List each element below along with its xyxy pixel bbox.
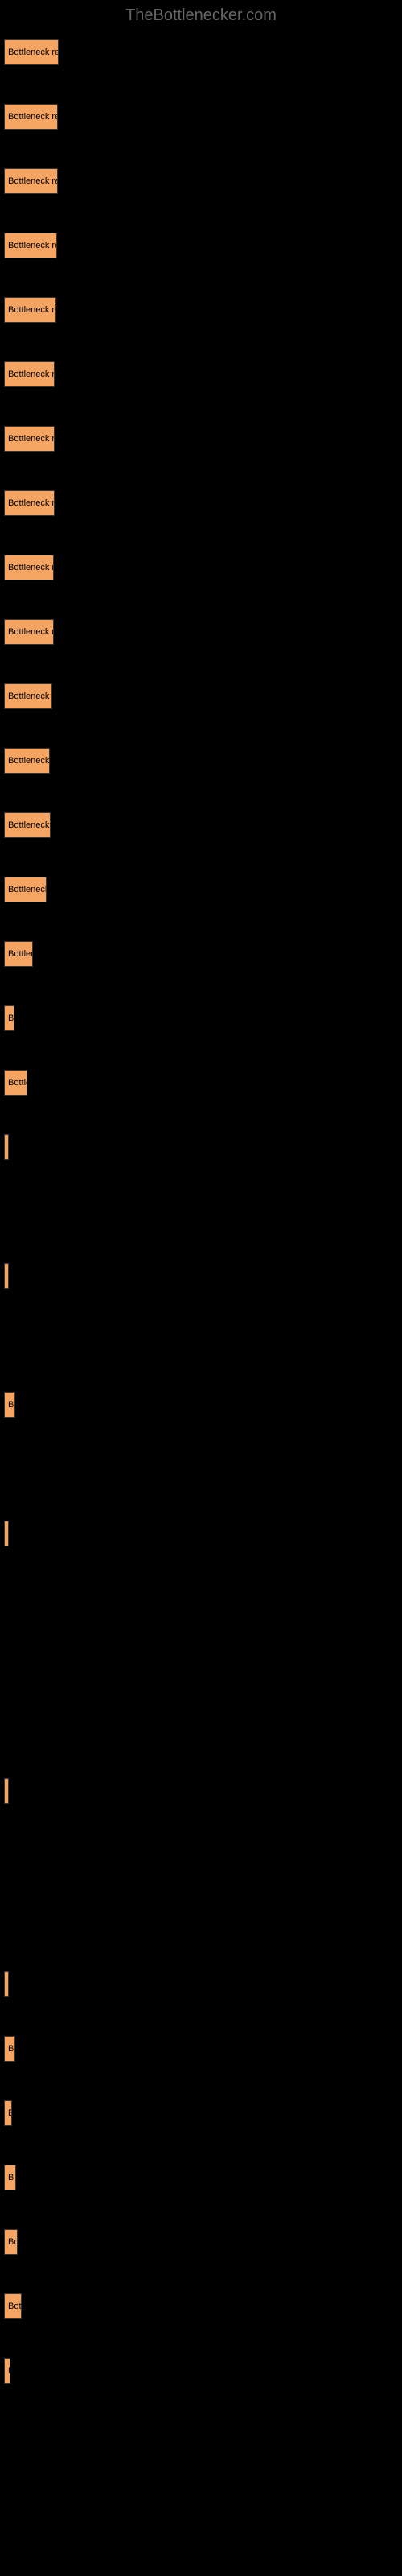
bar-label: Bottleneck xyxy=(8,885,47,894)
bar-row xyxy=(4,1263,398,1289)
bar-row xyxy=(4,1907,398,1933)
bar[interactable] xyxy=(4,1778,9,1804)
bar-row: Bottleneck res xyxy=(4,361,398,387)
site-title: TheBottlenecker.com xyxy=(0,0,402,31)
bar-row: B xyxy=(4,2358,398,2384)
bar-row xyxy=(4,1456,398,1482)
bar-row xyxy=(4,1714,398,1740)
bar-label: B xyxy=(8,2173,14,2182)
bar[interactable] xyxy=(4,1521,9,1546)
bar-label: B xyxy=(8,2108,12,2118)
bar-label: Bottleneck re xyxy=(8,691,52,701)
bar-row xyxy=(4,1649,398,1675)
bar-row: B xyxy=(4,2036,398,2062)
bar-row: Bottleneck res xyxy=(4,619,398,645)
bar-row: Bottleneck res xyxy=(4,426,398,452)
bar-row xyxy=(4,1327,398,1353)
bar-row xyxy=(4,1134,398,1160)
bar-row xyxy=(4,1521,398,1546)
bar-row xyxy=(4,1199,398,1224)
bar-row xyxy=(4,1585,398,1611)
bar-row: Bottleneck res xyxy=(4,297,398,323)
bar[interactable]: Bottleneck r xyxy=(4,748,50,774)
bar-row: B xyxy=(4,1005,398,1031)
bar[interactable]: Bottleneck res xyxy=(4,555,54,580)
bar-label: Bottlen xyxy=(8,949,33,959)
bar-row: B xyxy=(4,1392,398,1418)
bar-label: B xyxy=(8,2366,10,2376)
bar-row: B xyxy=(4,2100,398,2126)
bar-row: Bottleneck res xyxy=(4,555,398,580)
bar-label: Bottleneck resu xyxy=(8,112,58,122)
bar[interactable]: Bottlen xyxy=(4,941,33,967)
bar-label: Bottleneck r xyxy=(8,820,51,830)
bar-row: Bo xyxy=(4,2229,398,2255)
bar[interactable]: B xyxy=(4,1005,14,1031)
bar[interactable]: Bottleneck res xyxy=(4,426,55,452)
bar[interactable]: Bo xyxy=(4,2229,18,2255)
bar[interactable] xyxy=(4,1134,9,1160)
bar-label: Bottleneck res xyxy=(8,305,56,315)
bar-row: Bottleneck res xyxy=(4,233,398,258)
bar-label: Bottleneck res xyxy=(8,627,54,637)
bar[interactable]: Bottleneck resu xyxy=(4,104,58,130)
bar-label: Bottleneck resu xyxy=(8,176,58,186)
bar-label: Bottleneck r xyxy=(8,756,50,766)
bar[interactable]: Bottleneck resu xyxy=(4,168,58,194)
bar-label: Bottleneck res xyxy=(8,434,55,444)
bar[interactable]: Bottleneck res xyxy=(4,297,56,323)
bar-label: Bott xyxy=(8,2301,22,2311)
bar-row: Bottlen xyxy=(4,941,398,967)
bar[interactable]: B xyxy=(4,2036,15,2062)
bar-label: Bottleneck res xyxy=(8,241,57,250)
bar[interactable]: Bottleneck r xyxy=(4,812,51,838)
bar[interactable]: B xyxy=(4,2165,16,2190)
bar-label: Bottleneck res xyxy=(8,563,54,572)
bar-label: Bottleneck res xyxy=(8,498,55,508)
bar-row: Bottleneck r xyxy=(4,748,398,774)
bar[interactable]: Bottleneck resu xyxy=(4,39,59,65)
bar[interactable] xyxy=(4,1971,9,1997)
bar-label: B xyxy=(8,1013,14,1023)
bar-row: Bott xyxy=(4,2293,398,2319)
bar[interactable]: Bottleneck res xyxy=(4,490,55,516)
bar[interactable]: B xyxy=(4,2100,12,2126)
bar-label: Bottle xyxy=(8,1078,27,1088)
bar-row: Bottleneck r xyxy=(4,812,398,838)
bar-row: Bottleneck resu xyxy=(4,104,398,130)
bar-label: Bottleneck res xyxy=(8,369,55,379)
bar-label: Bottleneck resu xyxy=(8,47,59,57)
bar-chart: Bottleneck resu Bottleneck resu Bottleneck… xyxy=(0,31,402,2430)
bar-label: B xyxy=(8,1400,14,1410)
bar-row xyxy=(4,1971,398,1997)
bar-row xyxy=(4,1778,398,1804)
bar[interactable]: Bottleneck res xyxy=(4,233,57,258)
bar-row: Bottleneck xyxy=(4,877,398,902)
bar-row: Bottle xyxy=(4,1070,398,1096)
bar[interactable]: Bottleneck res xyxy=(4,619,54,645)
bar-label: B xyxy=(8,2044,14,2054)
bar-row: Bottleneck res xyxy=(4,490,398,516)
bar[interactable]: Bottleneck re xyxy=(4,683,52,709)
bar-row xyxy=(4,1843,398,1868)
bar[interactable]: Bott xyxy=(4,2293,22,2319)
bar[interactable]: Bottleneck xyxy=(4,877,47,902)
bar[interactable] xyxy=(4,1263,9,1289)
bar[interactable]: Bottle xyxy=(4,1070,27,1096)
bar-row: Bottleneck resu xyxy=(4,39,398,65)
bar-row: Bottleneck re xyxy=(4,683,398,709)
bar[interactable]: B xyxy=(4,1392,15,1418)
bar-row: Bottleneck resu xyxy=(4,168,398,194)
bar[interactable]: B xyxy=(4,2358,10,2384)
bar-label: Bo xyxy=(8,2237,18,2247)
bar-row: B xyxy=(4,2165,398,2190)
bar[interactable]: Bottleneck res xyxy=(4,361,55,387)
